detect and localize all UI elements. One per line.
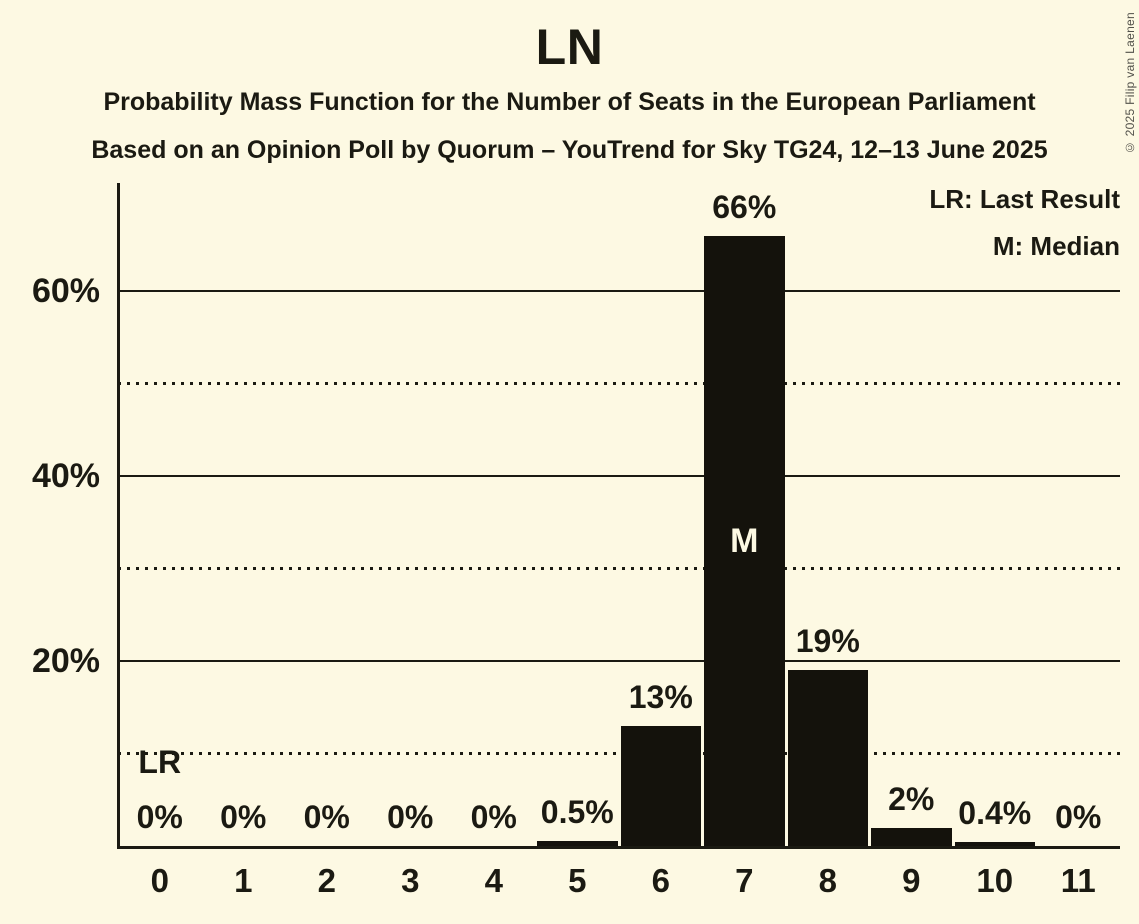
chart-title: LN: [535, 19, 604, 75]
x-axis-tick-labels: 0 1 2 3 4 5 6 7 8 9 10 11: [118, 858, 1120, 904]
gridline-solid-40: [118, 475, 1120, 478]
chart-subtitle: Probability Mass Function for the Number…: [103, 88, 1036, 116]
legend: LR: Last Result M: Median: [929, 184, 1120, 261]
gridline-dotted-50: [118, 381, 1120, 385]
bar-value-label-7: 66%: [712, 189, 777, 225]
bar-value-label-5: 0.5%: [540, 794, 614, 830]
x-tick-label-3: 3: [401, 862, 420, 899]
bar-value-label-10: 0.4%: [958, 795, 1032, 831]
x-tick-label-9: 9: [902, 862, 921, 899]
x-axis-line: [117, 846, 1120, 849]
legend-last-result: LR: Last Result: [929, 184, 1120, 214]
y-axis-line: [117, 183, 120, 849]
bar-seats-9: [871, 828, 952, 846]
x-tick-label-0: 0: [150, 862, 169, 899]
bar-value-label-4: 0%: [470, 799, 517, 835]
bar-value-label-1: 0%: [220, 799, 267, 835]
bar-seats-10: [954, 842, 1035, 846]
x-tick-label-10: 10: [976, 862, 1014, 899]
plot-area: 0% 0% 0% 0% 0% 0.5% 13% 66% 19% 2% 0.4% 0% LR M: [118, 183, 1120, 846]
bar-value-label-11: 0%: [1055, 799, 1102, 835]
x-tick-label-11: 11: [1060, 862, 1096, 899]
y-tick-label-60: 60%: [31, 272, 100, 311]
bar-seats-6: [620, 726, 701, 846]
x-tick-label-5: 5: [568, 862, 587, 899]
bar-value-label-0: 0%: [136, 799, 183, 835]
x-tick-label-2: 2: [317, 862, 336, 899]
x-tick-label-6: 6: [651, 862, 670, 899]
last-result-marker: LR: [138, 744, 182, 780]
bar-value-label-8: 19%: [795, 623, 860, 659]
copyright-notice: © 2025 Filip van Laenen: [1123, 12, 1137, 155]
gridline-dotted-30: [118, 566, 1120, 570]
chart-subtitle-source: Based on an Opinion Poll by Quorum – You…: [91, 136, 1048, 164]
bar-value-label-9: 2%: [888, 781, 935, 817]
legend-median: M: Median: [992, 231, 1120, 261]
bar-value-label-3: 0%: [387, 799, 434, 835]
bar-value-label-2: 0%: [303, 799, 350, 835]
x-tick-label-7: 7: [735, 862, 754, 899]
y-tick-label-40: 40%: [31, 457, 100, 496]
gridline-solid-60: [118, 290, 1120, 293]
x-tick-label-1: 1: [234, 862, 253, 899]
x-tick-label-8: 8: [818, 862, 837, 899]
bar-seats-8: [787, 670, 868, 846]
gridline-dotted-10: [118, 751, 1120, 755]
median-marker: M: [730, 522, 759, 560]
bar-seats-5: [537, 841, 618, 846]
y-tick-label-20: 20%: [31, 642, 100, 681]
gridline-solid-20: [118, 660, 1120, 663]
bar-seats-7: [704, 236, 785, 846]
bar-value-label-6: 13%: [628, 679, 693, 715]
x-tick-label-4: 4: [484, 862, 503, 899]
